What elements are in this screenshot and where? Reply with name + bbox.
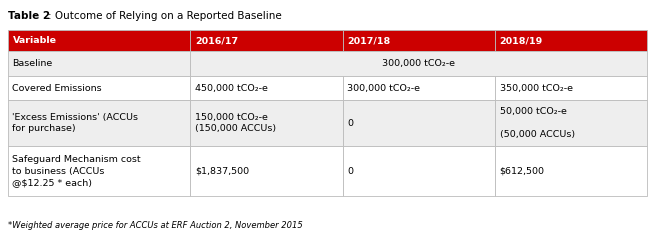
- Text: Variable: Variable: [12, 36, 56, 45]
- Text: *Weighted average price for ACCUs at ERF Auction 2, November 2015: *Weighted average price for ACCUs at ERF…: [8, 221, 302, 230]
- Text: $612,500: $612,500: [500, 167, 544, 176]
- Bar: [8, 100, 190, 146]
- Text: Baseline: Baseline: [12, 59, 52, 68]
- Text: 'Excess Emissions' (ACCUs
for purchase): 'Excess Emissions' (ACCUs for purchase): [12, 113, 138, 133]
- Bar: [190, 76, 342, 100]
- Bar: [342, 100, 495, 146]
- Text: 50,000 tCO₂-e

(50,000 ACCUs): 50,000 tCO₂-e (50,000 ACCUs): [500, 107, 575, 139]
- Bar: [8, 76, 190, 100]
- Bar: [342, 146, 495, 196]
- Text: : Outcome of Relying on a Reported Baseline: : Outcome of Relying on a Reported Basel…: [48, 11, 281, 21]
- Text: $1,837,500: $1,837,500: [195, 167, 249, 176]
- Bar: [495, 76, 647, 100]
- Text: 0: 0: [347, 119, 354, 128]
- Text: 2016/17: 2016/17: [195, 36, 238, 45]
- Bar: [8, 146, 190, 196]
- Bar: [190, 30, 342, 51]
- Bar: [8, 51, 190, 76]
- Bar: [190, 146, 342, 196]
- Bar: [8, 30, 190, 51]
- Bar: [190, 100, 342, 146]
- Bar: [495, 146, 647, 196]
- Text: Safeguard Mechanism cost
to business (ACCUs
@$12.25 * each): Safeguard Mechanism cost to business (AC…: [12, 155, 141, 187]
- Text: Table 2: Table 2: [8, 11, 50, 21]
- Bar: [495, 100, 647, 146]
- Bar: [495, 30, 647, 51]
- Bar: [190, 51, 647, 76]
- Text: 2018/19: 2018/19: [500, 36, 543, 45]
- Text: 150,000 tCO₂-e
(150,000 ACCUs): 150,000 tCO₂-e (150,000 ACCUs): [195, 113, 276, 133]
- Text: 0: 0: [347, 167, 354, 176]
- Text: Covered Emissions: Covered Emissions: [12, 84, 102, 92]
- Text: 2017/18: 2017/18: [347, 36, 390, 45]
- Text: 350,000 tCO₂-e: 350,000 tCO₂-e: [500, 84, 573, 92]
- Bar: [342, 76, 495, 100]
- Text: 450,000 tCO₂-e: 450,000 tCO₂-e: [195, 84, 268, 92]
- Bar: [342, 30, 495, 51]
- Text: 300,000 tCO₂-e: 300,000 tCO₂-e: [382, 59, 455, 68]
- Text: 300,000 tCO₂-e: 300,000 tCO₂-e: [347, 84, 420, 92]
